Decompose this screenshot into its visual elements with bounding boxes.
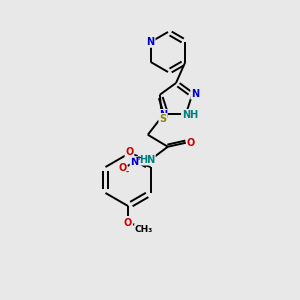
Text: O: O	[124, 218, 132, 228]
Text: HN: HN	[139, 155, 155, 165]
Text: CH₃: CH₃	[135, 224, 153, 233]
Text: N: N	[191, 89, 199, 99]
Text: N: N	[159, 110, 167, 120]
Text: O: O	[118, 163, 127, 173]
Text: NH: NH	[182, 110, 198, 120]
Text: N: N	[147, 37, 155, 47]
Text: N: N	[130, 157, 139, 167]
Text: S: S	[159, 114, 167, 124]
Text: O: O	[187, 138, 195, 148]
Text: +: +	[136, 155, 142, 161]
Text: -: -	[126, 167, 129, 176]
Text: O: O	[125, 147, 134, 157]
